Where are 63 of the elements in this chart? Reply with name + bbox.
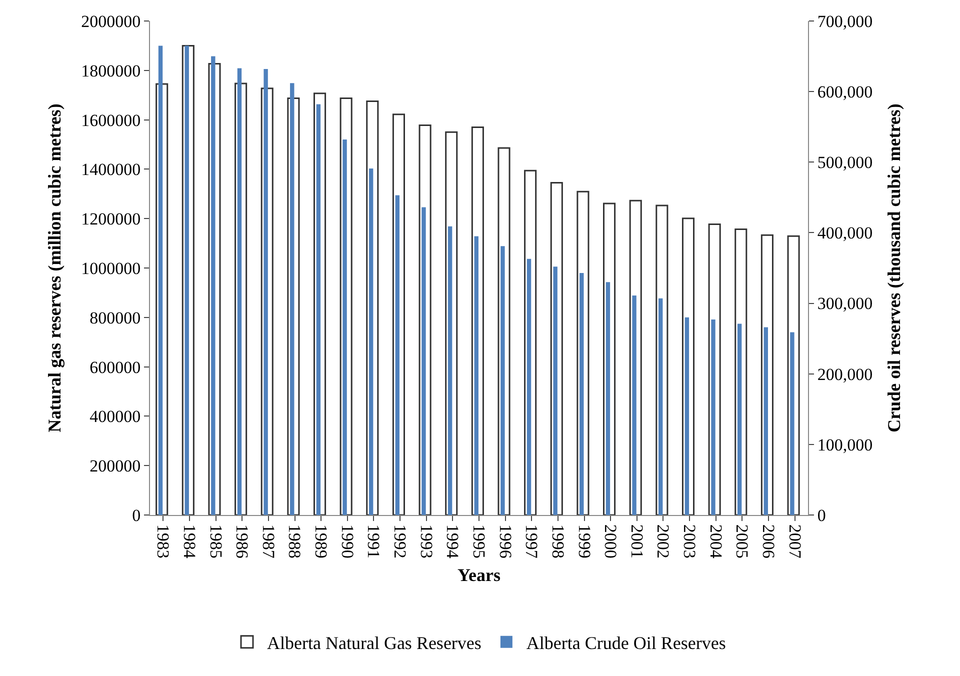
x-tick-label: 2003 xyxy=(680,524,700,558)
bar xyxy=(632,296,636,515)
x-tick-label: 1986 xyxy=(232,524,252,558)
bar xyxy=(606,282,610,515)
x-tick-label: 1996 xyxy=(496,524,515,558)
x-tick-label: 1994 xyxy=(443,524,462,559)
y2-tick-label: 300,000 xyxy=(817,294,873,314)
y2-tick-label: 500,000 xyxy=(817,153,873,172)
x-tick-label: 2000 xyxy=(601,524,620,558)
x-tick-label: 1988 xyxy=(285,524,304,558)
x-tick-label: 1995 xyxy=(469,524,488,558)
x-tick-label: 1990 xyxy=(338,524,357,558)
y-tick-label: 1400000 xyxy=(81,160,141,180)
bar xyxy=(553,266,558,515)
x-axis-title: Years xyxy=(458,565,500,585)
x-tick-label: 1993 xyxy=(416,524,436,558)
x-tick-label: 1983 xyxy=(154,524,173,558)
y-tick-label: 1200000 xyxy=(81,210,141,229)
x-tick-label: 2004 xyxy=(706,524,726,559)
bar xyxy=(764,327,768,515)
y-tick-label: 1600000 xyxy=(81,110,141,130)
x-tick-label: 2006 xyxy=(758,524,778,558)
x-tick-label: 1999 xyxy=(574,524,594,558)
x-tick-label: 1991 xyxy=(364,524,384,558)
y2-tick-label: 100,000 xyxy=(817,435,873,454)
x-tick-label: 1987 xyxy=(258,524,278,559)
bar xyxy=(684,317,690,515)
y-tick-label: 0 xyxy=(132,506,141,525)
bar xyxy=(658,298,663,515)
bar xyxy=(580,272,584,515)
x-tick-label: 1997 xyxy=(522,524,542,559)
y-tick-label: 200000 xyxy=(90,456,141,476)
x-tick-label: 1989 xyxy=(312,524,331,558)
bar xyxy=(737,324,742,515)
bar xyxy=(474,236,478,515)
y-tick-label: 600000 xyxy=(90,358,141,377)
y2-tick-label: 400,000 xyxy=(817,224,873,243)
x-tick-label: 1985 xyxy=(206,524,226,558)
y-tick-label: 1800000 xyxy=(81,61,141,80)
y-tick-label: 400000 xyxy=(90,407,141,426)
legend-label: Alberta Natural Gas Reserves xyxy=(267,632,482,653)
x-tick-label: 2007 xyxy=(785,524,804,559)
x-tick-label: 2001 xyxy=(627,524,646,558)
y2-tick-label: 200,000 xyxy=(817,364,873,384)
bar xyxy=(500,246,505,515)
x-tick-label: 2005 xyxy=(732,524,752,558)
bar xyxy=(526,258,532,515)
bar xyxy=(448,226,452,515)
x-tick-label: 1998 xyxy=(548,524,568,558)
y-tick-label: 2000000 xyxy=(81,12,141,31)
x-tick-label: 1992 xyxy=(390,524,410,558)
y2-tick-label: 600,000 xyxy=(817,82,873,102)
y2-axis-title: Crude oil reserves (thousand cubic metres) xyxy=(884,104,904,432)
bar xyxy=(790,332,794,515)
x-tick-label: 1984 xyxy=(180,524,199,559)
bar xyxy=(711,320,716,515)
x-tick-label: 2002 xyxy=(654,524,673,558)
legend-label: Alberta Crude Oil Reserves xyxy=(526,632,726,653)
y-axis-title: Natural gas reserves (million cubic metres) xyxy=(44,104,64,432)
y2-tick-label: 700,000 xyxy=(817,12,873,31)
y-tick-label: 1000000 xyxy=(81,258,141,278)
y2-tick-label: 0 xyxy=(817,506,826,525)
y-tick-label: 800000 xyxy=(90,308,141,328)
